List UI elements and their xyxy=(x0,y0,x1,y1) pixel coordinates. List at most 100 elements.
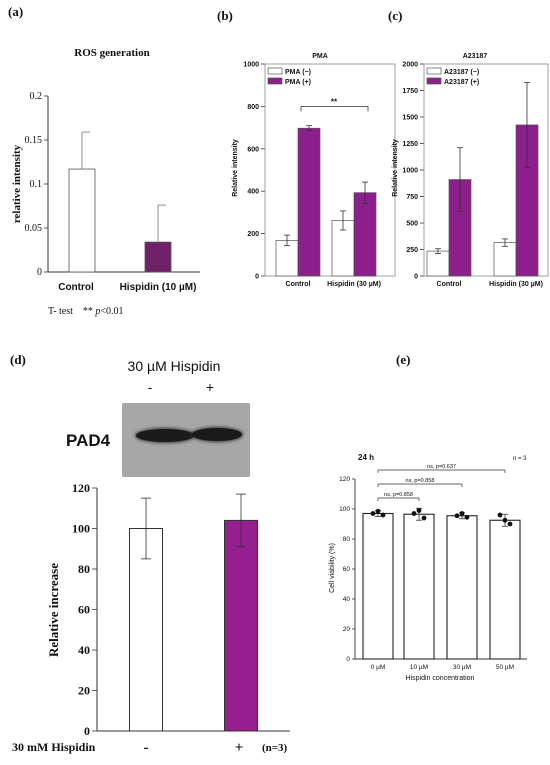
bar-0 xyxy=(129,528,163,732)
panel-a-title: ROS generation xyxy=(74,47,149,59)
y-tick-label: 0.2 xyxy=(30,91,43,102)
panel-a-footnote-p: p xyxy=(94,306,100,317)
data-point xyxy=(454,513,460,519)
bar-0 xyxy=(362,512,394,660)
y-tick-label: 200 xyxy=(247,231,259,238)
panel-a-footnote-value: <0.01 xyxy=(100,306,123,317)
legend-swatch xyxy=(426,77,442,85)
bar-pma-0 xyxy=(297,127,321,277)
y-tick-label: 600 xyxy=(247,146,259,153)
y-tick-label: 20 xyxy=(343,626,351,633)
panel-c-letter: (c) xyxy=(388,8,402,23)
legend-swatch xyxy=(267,77,283,85)
y-tick-label: 80 xyxy=(343,536,351,543)
y-tick-label: 1000 xyxy=(402,168,418,175)
panel-d: (d) 30 µM Hispidin - + PAD4 Relative inc… xyxy=(10,352,290,756)
x-tick-label: + xyxy=(235,740,244,756)
bar-a23187-0 xyxy=(426,250,450,277)
data-point xyxy=(411,511,417,516)
y-tick-label: 0 xyxy=(84,724,90,738)
y-tick-label: 0 xyxy=(255,274,259,281)
panel-d-header: 30 µM Hispidin xyxy=(128,358,221,374)
y-tick-label: 800 xyxy=(247,104,259,111)
panel-c: (c) A23187 Relative intensity 0 250 500 750… xyxy=(388,8,549,288)
legend-label: A23187 (+) xyxy=(444,79,479,86)
y-tick-label: 500 xyxy=(406,221,418,228)
panel-a: (a) ROS generation relative intensity T-… xyxy=(8,4,200,317)
data-point xyxy=(507,521,513,527)
x-tick-label: 10 µM xyxy=(410,664,428,671)
y-tick-label: 0 xyxy=(414,274,418,281)
bar-0 xyxy=(68,168,96,273)
y-tick-label: 0.15 xyxy=(25,135,43,146)
data-point xyxy=(502,517,508,523)
western-blot-image xyxy=(122,403,250,477)
y-tick-label: 80 xyxy=(78,562,90,576)
panel-e: (e) 24 h n = 3 Cell viability (%) Hispid… xyxy=(329,352,527,682)
data-point xyxy=(464,514,470,520)
legend-label: A23187 (−) xyxy=(444,69,479,76)
data-point xyxy=(421,515,427,521)
data-point xyxy=(380,512,386,518)
panel-d-n-note: (n=3) xyxy=(262,742,288,754)
y-tick-label: 120 xyxy=(72,481,90,495)
x-tick-label: Hispidin (30 µM) xyxy=(489,281,543,288)
panel-e-xlabel: Hispidin concentration xyxy=(406,675,475,682)
bar-1 xyxy=(403,513,435,660)
data-point xyxy=(375,508,381,514)
comparison-label: ns, p=0.637 xyxy=(427,464,456,470)
y-tick-label: 40 xyxy=(78,643,90,657)
y-tick-label: 40 xyxy=(343,596,351,603)
comparison-label: ns, p=0.858 xyxy=(384,492,413,498)
panel-d-letter: (d) xyxy=(10,352,26,367)
panel-d-xlabel: 30 mM Hispidin xyxy=(12,740,96,754)
y-tick-label: 100 xyxy=(339,506,350,513)
bar-pma-1 xyxy=(353,192,377,277)
blot-band-hispidin xyxy=(192,428,242,441)
panel-a-footnote-stars: ** xyxy=(83,306,96,317)
y-tick-label: 1500 xyxy=(402,115,418,122)
panel-e-letter: (e) xyxy=(396,352,410,367)
significance-label: ** xyxy=(331,97,338,106)
bar-a23187-1 xyxy=(493,242,517,277)
x-tick-label: Hispidin (30 µM) xyxy=(327,281,381,288)
y-tick-label: 400 xyxy=(247,189,259,196)
legend-label: PMA (−) xyxy=(285,69,311,76)
data-point xyxy=(459,511,465,516)
panel-a-ylabel: relative intensity xyxy=(11,144,23,223)
y-tick-label: 250 xyxy=(406,247,418,254)
panel-a-letter: (a) xyxy=(8,4,23,19)
x-tick-label: 30 µM xyxy=(453,664,471,671)
panel-d-ylabel: Relative increase xyxy=(46,563,61,657)
legend-label: PMA (+) xyxy=(285,79,311,86)
panel-c-title: A23187 xyxy=(463,53,488,60)
x-tick-label: 0 µM xyxy=(371,664,386,671)
bar-3 xyxy=(489,519,521,660)
x-tick-label: Control xyxy=(286,281,311,288)
panel-a-footnote-prefix: T- test xyxy=(48,306,73,317)
blot-band-control xyxy=(136,429,194,442)
y-tick-label: 1000 xyxy=(243,62,259,69)
y-tick-label: 2000 xyxy=(402,62,418,69)
y-tick-label: 1750 xyxy=(402,88,418,95)
legend-swatch xyxy=(267,67,283,75)
y-tick-label: 1250 xyxy=(402,141,418,148)
bar-1 xyxy=(224,519,258,732)
x-tick-label: Hispidin (10 µM) xyxy=(120,282,197,293)
y-tick-label: 0.05 xyxy=(25,223,43,234)
y-tick-label: 0.1 xyxy=(30,179,43,190)
panel-d-header-plus: + xyxy=(206,379,214,395)
y-tick-label: 0 xyxy=(346,656,350,663)
bar-2 xyxy=(446,515,478,660)
panel-c-ylabel: Relative intensity xyxy=(392,139,399,197)
y-tick-label: 120 xyxy=(339,476,350,483)
panel-b-letter: (b) xyxy=(217,8,233,23)
y-tick-label: 60 xyxy=(78,603,90,617)
panel-b-ylabel: Relative intensity xyxy=(232,139,239,197)
y-tick-label: 20 xyxy=(78,684,90,698)
x-tick-label: Control xyxy=(58,282,94,293)
panel-e-time-label: 24 h xyxy=(358,453,374,462)
panel-d-blot-label: PAD4 xyxy=(66,431,111,450)
y-tick-label: 0 xyxy=(37,267,42,278)
